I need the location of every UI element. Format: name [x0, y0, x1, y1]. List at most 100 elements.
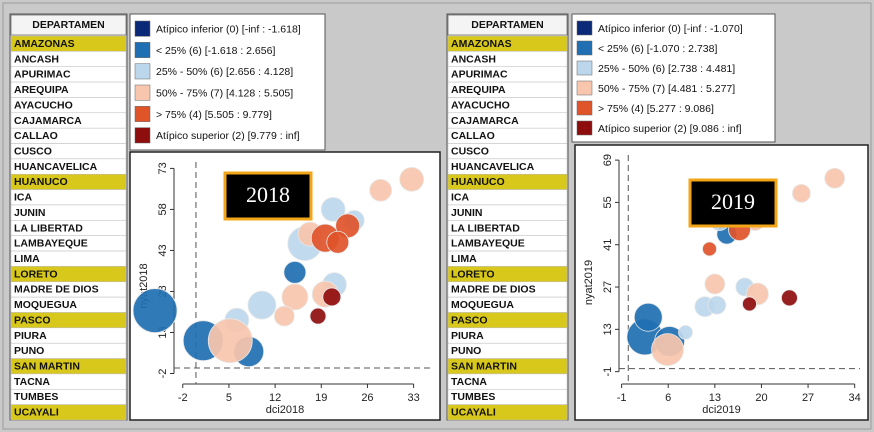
bubble [283, 260, 307, 284]
x-tick-label: -1 [617, 392, 627, 404]
department-name: MOQUEGUA [451, 299, 514, 311]
legend-label: Atípico inferior (0) [-inf : -1.618] [156, 23, 301, 35]
department-name: HUANCAVELICA [451, 161, 535, 173]
y-tick-label: 41 [602, 239, 614, 251]
department-name: LAMBAYEQUE [14, 238, 88, 250]
x-tick-label: -2 [178, 392, 188, 404]
bubble [702, 241, 717, 257]
list-header: DEPARTAMEN [32, 19, 105, 31]
bubble [281, 283, 309, 311]
department-name: APURIMAC [451, 69, 508, 81]
legend-label: > 75% (4) [5.277 : 9.086] [598, 103, 714, 115]
legend-swatch [134, 127, 151, 144]
department-name: LA LIBERTAD [14, 222, 83, 234]
y-tick-label: 27 [602, 281, 614, 293]
x-tick-label: 20 [755, 392, 767, 404]
legend-swatch [576, 100, 593, 116]
department-name: MOQUEGUA [14, 299, 77, 311]
department-name: UCAYALI [14, 407, 59, 419]
bubble [824, 167, 846, 189]
bubble [707, 295, 727, 315]
x-tick-label: 34 [849, 392, 861, 404]
department-name: AMAZONAS [14, 38, 75, 50]
department-name: CAJAMARCA [14, 115, 82, 127]
bubble [320, 197, 346, 222]
department-name: AMAZONAS [451, 38, 512, 50]
legend-swatch [576, 120, 593, 136]
department-name: TUMBES [14, 391, 58, 403]
bubble [309, 307, 327, 325]
legend-swatch [134, 84, 151, 101]
legend-label: Atípico inferior (0) [-inf : -1.070] [598, 23, 743, 35]
legend-box [571, 13, 776, 143]
department-name: TACNA [451, 376, 487, 388]
department-name: JUNIN [14, 207, 46, 219]
department-name: ICA [14, 192, 33, 204]
list-header-bg [10, 14, 127, 36]
legend-swatch [576, 20, 593, 36]
legend-label: 25% - 50% (6) [2.656 : 4.128] [156, 66, 293, 78]
legend-box [129, 13, 326, 151]
y-tick-label: 13 [602, 323, 614, 335]
legend-swatch [134, 20, 151, 37]
chart-title: 2018 [246, 182, 290, 207]
list-row[interactable] [10, 404, 127, 421]
list-row[interactable] [447, 404, 568, 421]
legend-swatch [134, 42, 151, 58]
bubble [678, 324, 693, 340]
department-name: TUMBES [451, 391, 495, 403]
legend-swatch [134, 106, 151, 122]
bubble [651, 333, 684, 366]
department-name: ANCASH [14, 53, 59, 65]
department-name: CUSCO [451, 145, 489, 157]
department-name: CALLAO [451, 130, 495, 142]
title-box [223, 171, 313, 221]
department-name: PIURA [14, 330, 47, 342]
x-tick-label: 33 [407, 392, 419, 404]
department-name: PUNO [14, 345, 44, 357]
y-axis-label: nyat2019 [583, 260, 595, 305]
x-tick-label: 27 [802, 392, 814, 404]
department-name: PIURA [451, 330, 484, 342]
bubble [132, 288, 178, 334]
department-name: AREQUIPA [14, 84, 69, 96]
department-name: PUNO [451, 345, 481, 357]
bubble [369, 178, 393, 202]
bubble [247, 290, 277, 320]
chart-title: 2019 [711, 189, 755, 214]
bubble [207, 318, 253, 364]
x-tick-label: 13 [709, 392, 721, 404]
bubble [742, 296, 757, 312]
department-name: CUSCO [14, 145, 52, 157]
x-tick-label: 19 [315, 392, 327, 404]
bubble [781, 289, 798, 307]
y-tick-label: 58 [157, 203, 169, 215]
department-name: SAN MARTIN [14, 361, 80, 373]
legend-swatch [134, 63, 151, 80]
legend-label: < 25% (6) [-1.070 : 2.738] [598, 43, 717, 55]
x-axis-label: dci2018 [266, 404, 305, 416]
y-tick-label: 55 [602, 196, 614, 208]
legend-swatch [576, 40, 593, 56]
department-name: SAN MARTIN [451, 361, 517, 373]
department-name: LIMA [451, 253, 477, 265]
y-tick-label: 43 [157, 244, 169, 256]
bubble [633, 302, 663, 332]
department-name: ANCASH [451, 53, 496, 65]
department-name: ICA [451, 192, 470, 204]
department-name: LORETO [451, 268, 495, 280]
department-name: TACNA [14, 376, 50, 388]
list-header-bg [447, 14, 568, 36]
x-tick-label: 12 [269, 392, 281, 404]
department-name: HUANUCO [451, 176, 505, 188]
x-tick-label: 6 [665, 392, 671, 404]
legend-label: 50% - 75% (7) [4.481 : 5.277] [598, 83, 735, 95]
bubbles [132, 166, 425, 368]
department-name: AYACUCHO [14, 99, 73, 111]
department-name: MADRE DE DIOS [14, 284, 99, 296]
department-name: LORETO [14, 268, 58, 280]
legend-swatch [576, 60, 593, 76]
department-name: AREQUIPA [451, 84, 506, 96]
department-name: CALLAO [14, 130, 58, 142]
x-axis-label: dci2019 [702, 404, 741, 416]
